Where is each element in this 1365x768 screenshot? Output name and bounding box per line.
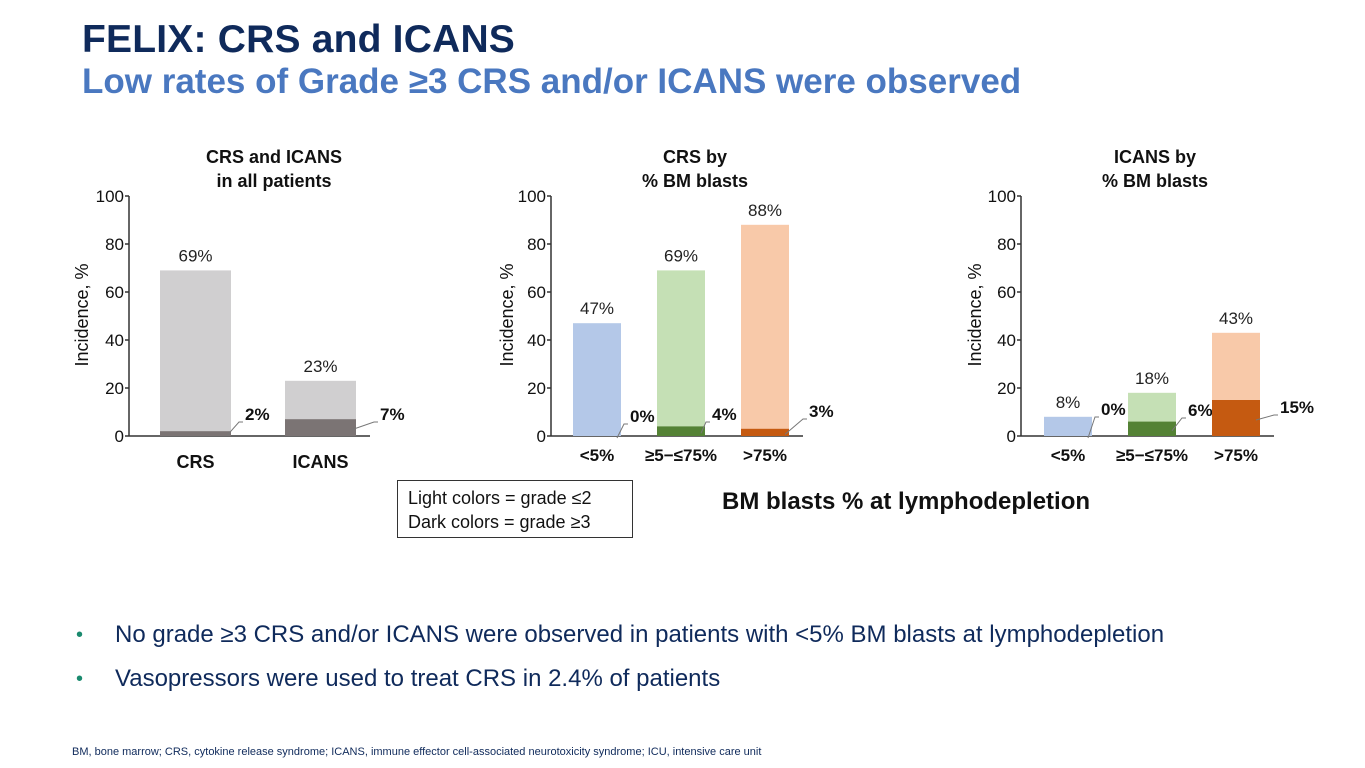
slide-title: FELIX: CRS and ICANS <box>82 18 516 61</box>
y-tick-label: 100 <box>518 187 546 206</box>
bullet-text: Vasopressors were used to treat CRS in 2… <box>115 665 721 692</box>
leader-line <box>700 421 710 434</box>
y-tick-label: 100 <box>988 187 1016 206</box>
bar-grade-ge3 <box>285 419 356 436</box>
x-category-label: >75% <box>1214 446 1258 465</box>
leader-line <box>351 421 378 431</box>
data-label-grade-ge3: 3% <box>809 402 834 421</box>
footnote: BM, bone marrow; CRS, cytokine release s… <box>72 746 762 758</box>
data-label-grade-le2: 8% <box>1056 393 1081 412</box>
chart-title-line: CRS by <box>663 147 727 167</box>
data-label-grade-le2: 88% <box>748 201 782 220</box>
x-category-label: <5% <box>580 446 615 465</box>
leader-line <box>616 423 628 439</box>
data-label-grade-ge3: 0% <box>1101 400 1126 419</box>
x-axis-caption: BM blasts % at lymphodepletion <box>722 488 1091 515</box>
x-category-label: CRS <box>176 452 214 472</box>
leader-line <box>1171 417 1186 432</box>
data-label-grade-le2: 69% <box>664 246 698 265</box>
x-category-label: <5% <box>1051 446 1086 465</box>
chart-title-line: CRS and ICANS <box>206 147 342 167</box>
x-category-label: ICANS <box>292 452 348 472</box>
y-tick-label: 0 <box>115 427 124 446</box>
x-category-label: ≥5−≤75% <box>1116 446 1188 465</box>
leader-line <box>1255 414 1278 421</box>
data-label-grade-le2: 18% <box>1135 369 1169 388</box>
chart-title-line: % BM blasts <box>642 171 748 191</box>
chart-title: ICANS by % BM blasts <box>1102 147 1208 191</box>
bullet-list: • No grade ≥3 CRS and/or ICANS were obse… <box>76 620 1164 708</box>
y-axis-label: Incidence, % <box>72 263 92 366</box>
bar-grade-ge3 <box>741 428 789 436</box>
data-label-grade-ge3: 0% <box>630 407 655 426</box>
y-tick-label: 60 <box>997 283 1016 302</box>
charts-canvas: CRS and ICANS in all patients Incidence, %… <box>72 147 1314 472</box>
chart-title-line: ICANS by <box>1114 147 1196 167</box>
legend-light: Light colors = grade ≤2 <box>408 488 592 508</box>
chart-title: CRS by % BM blasts <box>642 147 748 191</box>
grade-legend: Light colors = grade ≤2 Dark colors = gr… <box>397 480 633 538</box>
data-label-grade-ge3: 2% <box>245 405 270 424</box>
y-axis-label: Incidence, % <box>965 263 985 366</box>
bar-grade-ge3 <box>160 431 231 436</box>
y-tick-label: 60 <box>527 283 546 302</box>
chart-title: CRS and ICANS in all patients <box>206 147 342 191</box>
y-tick-label: 0 <box>537 427 546 446</box>
slide-subtitle: Low rates of Grade ≥3 CRS and/or ICANS w… <box>82 62 1022 101</box>
y-tick-label: 100 <box>96 187 124 206</box>
chart-title-line: % BM blasts <box>1102 171 1208 191</box>
leader-line <box>784 418 807 435</box>
y-tick-label: 80 <box>527 235 546 254</box>
x-category-label: ≥5−≤75% <box>645 446 717 465</box>
bar-grade-le2 <box>573 323 621 436</box>
chart-title-line: in all patients <box>216 171 331 191</box>
data-label-grade-le2: 23% <box>303 357 337 376</box>
bullet-icon: • <box>76 624 84 646</box>
bar-grade-le2 <box>1044 416 1092 436</box>
y-tick-label: 20 <box>105 379 124 398</box>
bar-grade-ge3 <box>1212 400 1260 436</box>
bullet-icon: • <box>76 668 84 690</box>
bar-grade-le2 <box>160 270 231 436</box>
y-tick-label: 40 <box>997 331 1016 350</box>
y-axis-label: Incidence, % <box>497 263 517 366</box>
bar-grade-le2 <box>657 270 705 436</box>
data-label-grade-le2: 47% <box>580 299 614 318</box>
legend-dark: Dark colors = grade ≥3 <box>408 512 591 532</box>
data-label-grade-le2: 43% <box>1219 309 1253 328</box>
y-tick-label: 40 <box>105 331 124 350</box>
y-tick-label: 40 <box>527 331 546 350</box>
y-tick-label: 80 <box>105 235 124 254</box>
y-tick-label: 80 <box>997 235 1016 254</box>
leader-line <box>1087 416 1099 439</box>
bullet-item: • Vasopressors were used to treat CRS in… <box>76 664 1164 708</box>
data-label-grade-ge3: 7% <box>380 405 405 424</box>
leader-line <box>226 421 243 436</box>
x-category-label: >75% <box>743 446 787 465</box>
data-label-grade-ge3: 6% <box>1188 401 1213 420</box>
bar-grade-ge3 <box>1128 421 1176 436</box>
data-label-grade-ge3: 4% <box>712 405 737 424</box>
data-label-grade-le2: 69% <box>178 246 212 265</box>
bar-grade-le2 <box>741 224 789 436</box>
y-tick-label: 60 <box>105 283 124 302</box>
y-tick-label: 20 <box>527 379 546 398</box>
y-tick-label: 20 <box>997 379 1016 398</box>
data-label-grade-ge3: 15% <box>1280 398 1314 417</box>
bullet-item: • No grade ≥3 CRS and/or ICANS were obse… <box>76 620 1164 664</box>
bar-grade-ge3 <box>657 426 705 436</box>
bullet-text: No grade ≥3 CRS and/or ICANS were observ… <box>115 621 1165 648</box>
y-tick-label: 0 <box>1007 427 1016 446</box>
